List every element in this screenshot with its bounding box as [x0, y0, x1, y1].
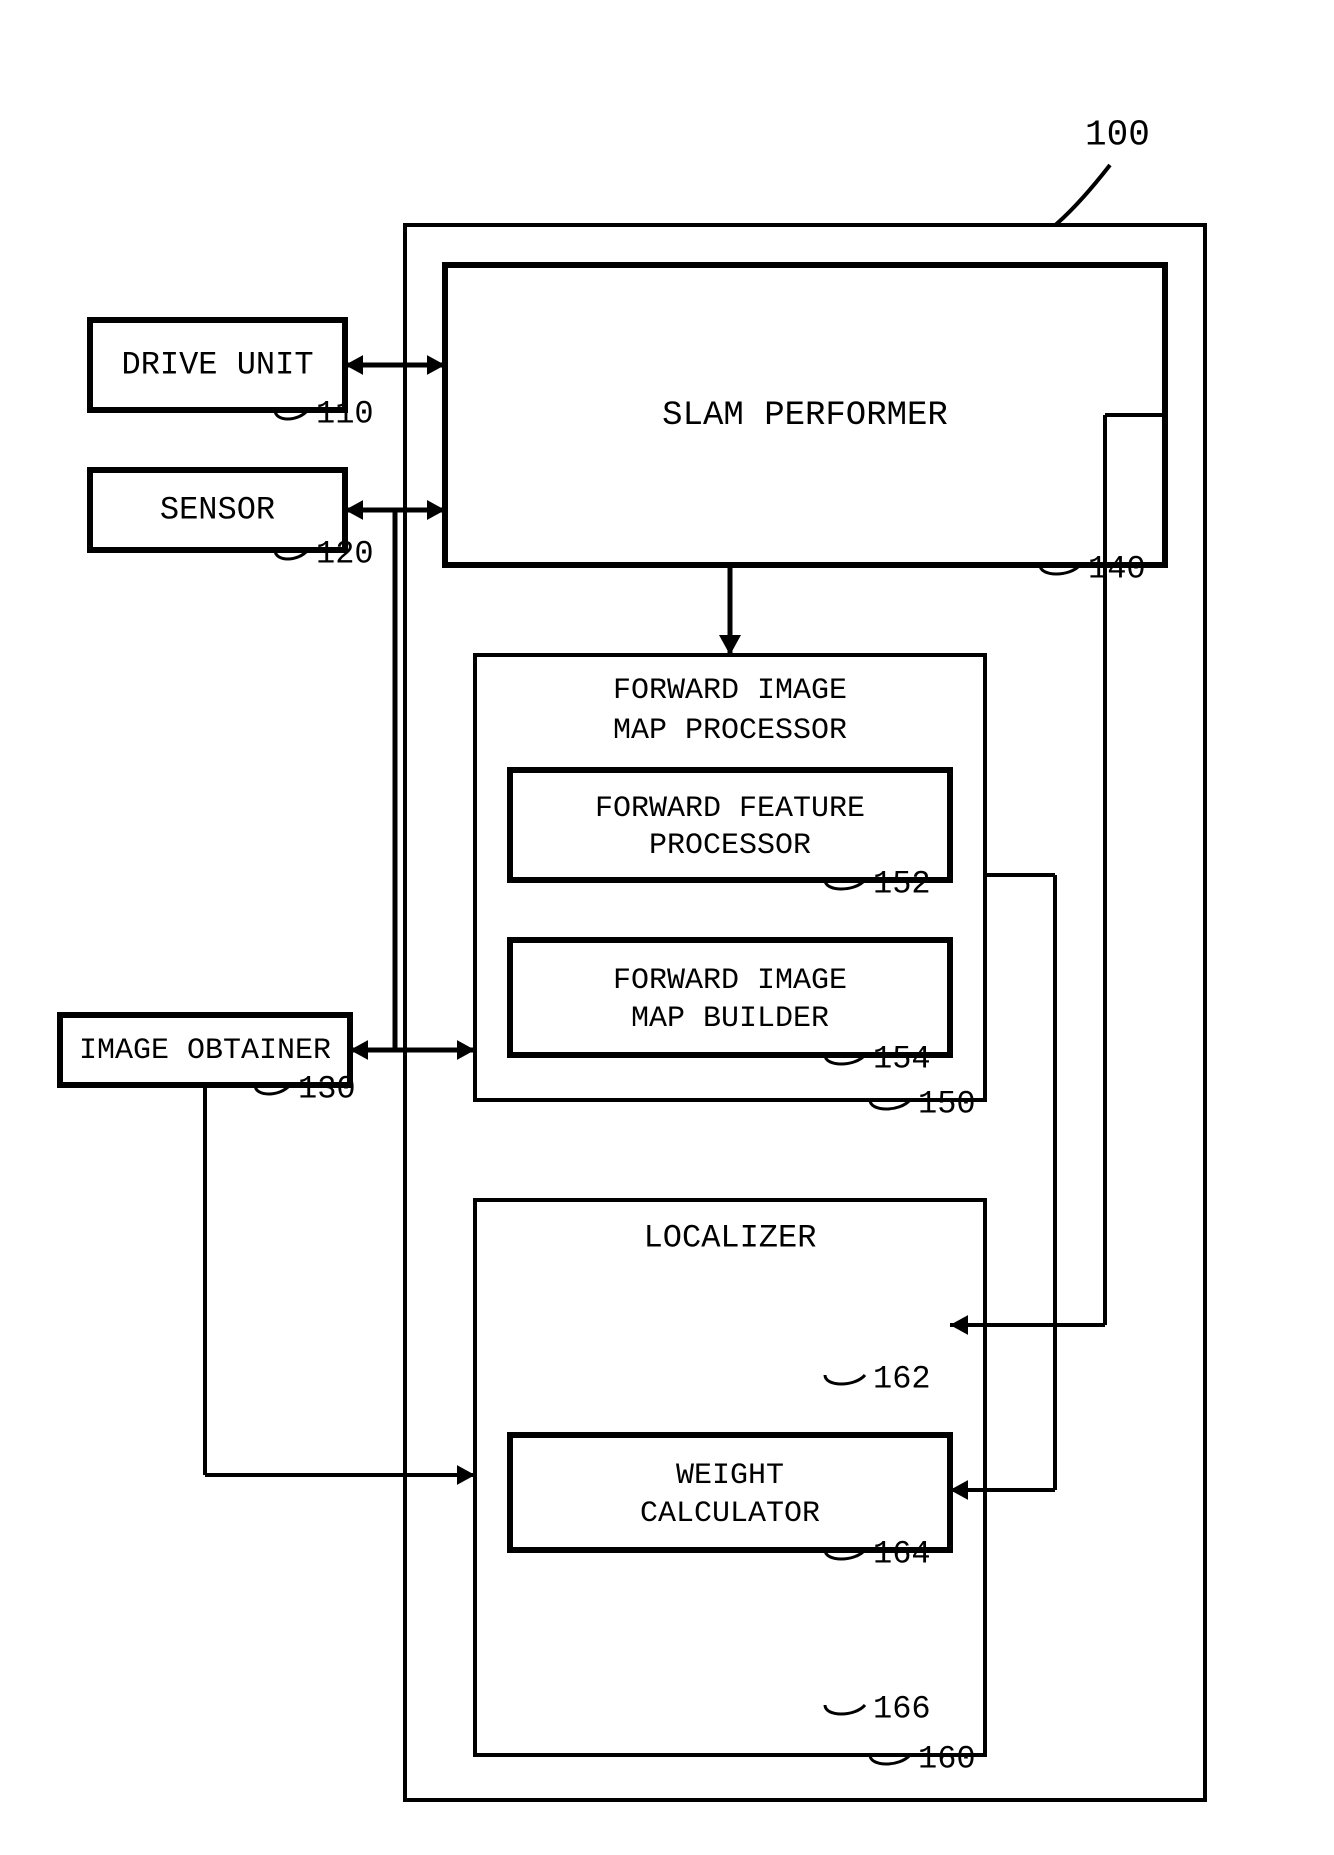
image_obtainer-label: IMAGE OBTAINER [79, 1034, 331, 1068]
ffp-ref: 152 [873, 865, 931, 902]
image_obtainer-ref: 130 [298, 1070, 356, 1107]
fim_processor-ref: 150 [918, 1085, 976, 1122]
weight-ref: 164 [873, 1535, 931, 1572]
block-diagram: 100 DRIVE UNIT SENSOR IMAGE OBTAINER SLAM PE… [0, 0, 1334, 1855]
ffp-title-2: PROCESSOR [649, 829, 811, 863]
overall-ref-label: 100 [1085, 115, 1150, 156]
slam-ref: 140 [1088, 550, 1146, 587]
weight-title-2: CALCULATOR [640, 1497, 820, 1531]
fim-processor-title-1: FORWARD IMAGE [613, 674, 847, 708]
drive_unit-label: DRIVE UNIT [121, 346, 313, 383]
fim-builder-title-2: MAP BUILDER [631, 1002, 829, 1036]
sensor-ref: 120 [316, 535, 374, 572]
fim_builder-ref: 154 [873, 1040, 931, 1077]
weight-title-1: WEIGHT [676, 1459, 784, 1493]
localizer-ref: 160 [918, 1740, 976, 1777]
particle-ref: 162 [873, 1360, 931, 1397]
localizer-title: LOCALIZER [644, 1219, 817, 1256]
fim-processor-title-2: MAP PROCESSOR [613, 714, 847, 748]
sampler-ref: 166 [873, 1690, 931, 1727]
fim-builder-title-1: FORWARD IMAGE [613, 964, 847, 998]
ffp-title-1: FORWARD FEATURE [595, 792, 865, 826]
sensor-label: SENSOR [160, 491, 275, 528]
drive_unit-ref: 110 [316, 395, 374, 432]
slam-label: SLAM PERFORMER [662, 397, 948, 435]
